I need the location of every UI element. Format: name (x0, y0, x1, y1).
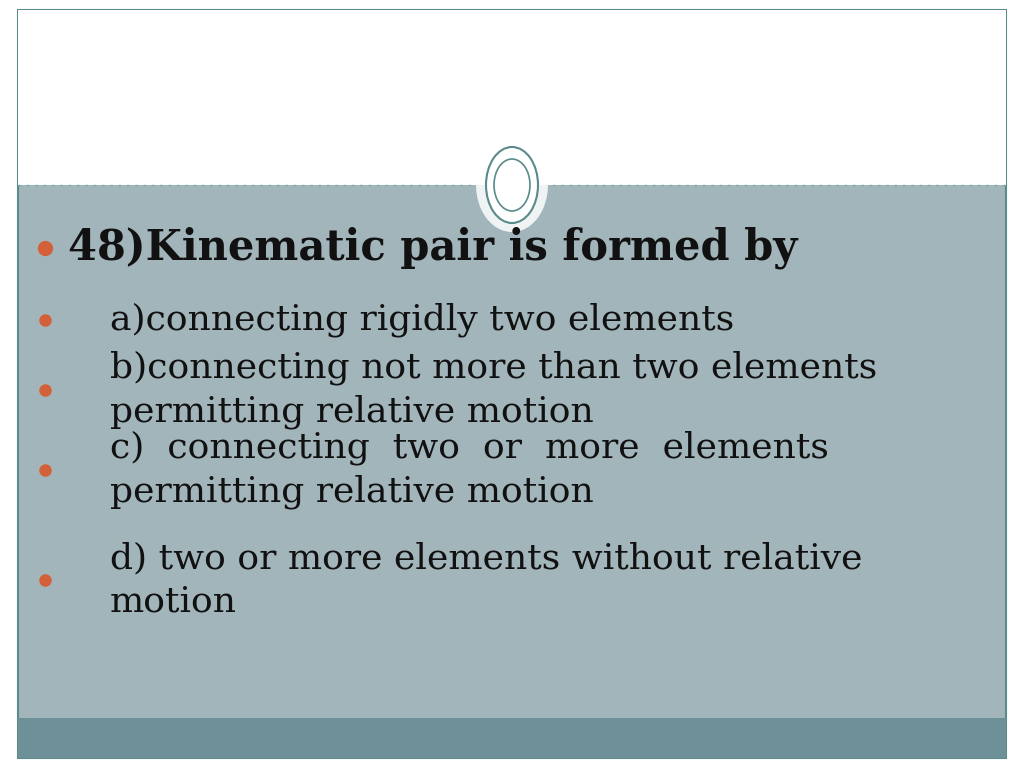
Ellipse shape (494, 159, 530, 211)
Text: 48)Kinematic pair is formed by: 48)Kinematic pair is formed by (68, 227, 798, 270)
Text: c)  connecting  two  or  more  elements
permitting relative motion: c) connecting two or more elements permi… (110, 431, 828, 509)
FancyBboxPatch shape (18, 10, 1006, 185)
Ellipse shape (476, 138, 548, 232)
Text: d) two or more elements without relative
motion: d) two or more elements without relative… (110, 541, 862, 619)
FancyBboxPatch shape (18, 10, 1006, 758)
Ellipse shape (486, 147, 538, 223)
Text: a)connecting rigidly two elements: a)connecting rigidly two elements (110, 303, 734, 337)
Text: b)connecting not more than two elements
permitting relative motion: b)connecting not more than two elements … (110, 351, 878, 429)
FancyBboxPatch shape (18, 718, 1006, 758)
